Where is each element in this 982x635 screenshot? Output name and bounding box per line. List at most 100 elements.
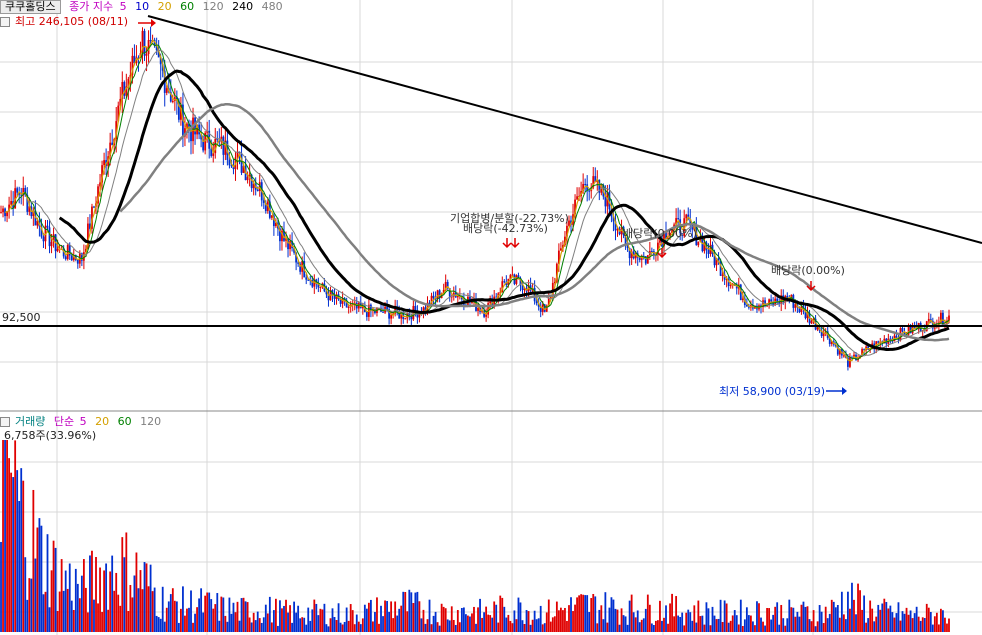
candle-body — [228, 159, 231, 166]
ma-10-label[interactable]: 10 — [135, 0, 150, 13]
candle-body — [89, 223, 91, 229]
volume-bar — [768, 608, 770, 632]
volume-bar — [384, 600, 386, 632]
candle-body — [404, 318, 407, 320]
candle-body — [735, 285, 738, 289]
vol-ma-5-label[interactable]: 5 — [79, 415, 87, 428]
volume-settings-icon[interactable] — [0, 417, 10, 427]
candle-body — [159, 57, 162, 65]
volume-bar — [422, 609, 425, 632]
ma-60-label[interactable]: 60 — [180, 0, 195, 13]
volume-bar — [503, 606, 506, 632]
candle-body — [933, 327, 936, 329]
candle-body — [588, 190, 591, 192]
candle-body — [289, 241, 291, 250]
candle-body — [721, 274, 724, 276]
vol-ma-60-label[interactable]: 60 — [117, 415, 132, 428]
volume-bar — [875, 616, 878, 632]
candle-body — [171, 100, 174, 102]
volume-bar — [388, 611, 390, 632]
stock-name-button[interactable]: 쿠쿠홀딩스 — [0, 0, 61, 14]
candle-body — [438, 290, 441, 298]
volume-bar — [341, 624, 344, 632]
volume-bar — [735, 615, 738, 632]
volume-bar — [792, 607, 795, 632]
volume-bar — [244, 601, 247, 632]
volume-bar — [363, 604, 366, 632]
volume-bar — [814, 626, 817, 632]
candle-body — [608, 192, 611, 210]
volume-bar — [394, 601, 397, 632]
volume-bar — [899, 620, 902, 632]
volume-bar — [30, 578, 33, 632]
volume-bar — [804, 606, 807, 632]
grid-icon[interactable] — [0, 17, 10, 27]
candle-body — [418, 312, 421, 318]
candle-body — [390, 314, 393, 319]
candle-body — [287, 238, 289, 250]
vol-ma-120-label[interactable]: 120 — [140, 415, 162, 428]
volume-bar — [770, 619, 773, 632]
candle-body — [80, 253, 83, 261]
volume-bar — [598, 609, 601, 632]
volume-bar — [149, 564, 152, 632]
candle-body — [434, 298, 437, 300]
volume-bar — [590, 598, 593, 632]
candle-body — [91, 206, 93, 229]
volume-bar — [818, 605, 821, 632]
ma-240-label[interactable]: 240 — [232, 0, 254, 13]
volume-bar — [139, 570, 142, 632]
volume-bar — [808, 619, 811, 632]
low-label: 최저 58,900 (03/19) — [719, 385, 826, 398]
ma-20-label[interactable]: 20 — [157, 0, 172, 13]
volume-bar — [863, 595, 865, 632]
candle-body — [196, 124, 198, 135]
candle-body — [149, 40, 152, 42]
dividend-annotation-3: 배당락(0.00%) — [771, 264, 845, 277]
volume-bar — [578, 595, 580, 632]
volume-bar — [931, 624, 934, 632]
volume-bar — [311, 609, 314, 632]
volume-bar — [46, 534, 49, 632]
candle-body — [109, 142, 112, 157]
volume-bar — [301, 617, 304, 632]
candle-body — [99, 182, 101, 187]
candle-body — [543, 304, 546, 312]
volume-bar — [452, 619, 455, 632]
candle-body — [345, 300, 348, 308]
volume-bar — [747, 615, 750, 632]
volume-bar — [921, 617, 924, 632]
volume-bar — [495, 604, 498, 632]
candle-body — [539, 306, 542, 312]
candle-body — [6, 211, 8, 217]
ma-480-label[interactable]: 480 — [261, 0, 283, 13]
vol-ma-20-label[interactable]: 20 — [95, 415, 110, 428]
candle-body — [863, 349, 865, 351]
volume-bar — [266, 613, 269, 632]
volume-bar — [214, 604, 217, 632]
volume-bar — [743, 619, 746, 632]
volume-bar — [281, 608, 283, 632]
volume-bar — [188, 607, 190, 632]
volume-bar — [859, 590, 861, 632]
candle-body — [414, 305, 417, 312]
volume-bar — [646, 594, 649, 632]
volume-bar — [887, 608, 890, 632]
candle-body — [180, 104, 182, 120]
volume-bar — [673, 616, 675, 632]
volume-bar — [414, 592, 417, 632]
candle-body — [70, 255, 73, 261]
candle-body — [64, 256, 67, 260]
volume-bar — [572, 611, 574, 632]
volume-bar — [849, 608, 851, 632]
volume-bar — [618, 624, 621, 632]
candle-body — [806, 313, 809, 319]
ma-5-label[interactable]: 5 — [119, 0, 127, 13]
candle-body — [62, 248, 65, 257]
volume-bar — [798, 616, 801, 632]
ma-120-label[interactable]: 120 — [202, 0, 224, 13]
volume-bar — [784, 625, 787, 632]
candle-body — [402, 311, 405, 319]
volume-bar — [725, 603, 728, 632]
candle-body — [940, 312, 942, 323]
